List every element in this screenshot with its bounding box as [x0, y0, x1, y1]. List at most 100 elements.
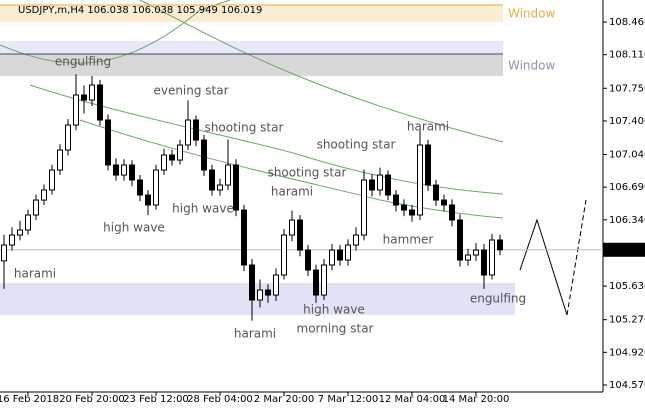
candle-body: [185, 119, 191, 146]
x-tick-label: 28 Feb 04:00: [187, 394, 253, 405]
pattern-label: high wave: [103, 221, 165, 235]
candle-body: [89, 84, 95, 101]
candle-body: [65, 124, 71, 151]
candle-body: [177, 144, 183, 161]
pattern-label: engulfing: [470, 292, 526, 306]
chart-header: USDJPY,m,H4 106.038 106.038 105.949 106.…: [18, 5, 262, 16]
y-tick-label: 106.340: [609, 215, 645, 226]
candle-body: [457, 219, 463, 261]
pattern-label: morning star: [297, 322, 374, 336]
ma-line: [29, 84, 504, 195]
pattern-label: high wave: [172, 202, 234, 216]
candle-body: [353, 234, 359, 246]
candle-body: [393, 194, 399, 206]
candle-body: [73, 94, 79, 126]
projection-line: [519, 218, 568, 316]
candle-body: [17, 229, 23, 236]
y-tick-label: 108.110: [609, 50, 645, 61]
ma-line: [139, 0, 504, 143]
y-tick-label: 107.040: [609, 150, 645, 161]
y-tick-label: 105.270: [609, 315, 645, 326]
candle-body: [345, 244, 351, 261]
current-price-box: [603, 242, 645, 257]
pattern-label: harami: [14, 267, 56, 281]
pattern-label: harami: [407, 120, 449, 134]
candle-body: [337, 249, 343, 261]
candle-body: [289, 219, 295, 236]
candle-body: [81, 94, 87, 101]
candle-body: [137, 179, 143, 196]
candle-body: [153, 169, 159, 206]
candle-body: [49, 169, 55, 191]
pattern-label: harami: [271, 185, 313, 199]
candle-body: [233, 164, 239, 211]
projection-dashed: [566, 199, 587, 316]
candle-body: [377, 174, 383, 191]
candle-body: [361, 179, 367, 236]
candle-body: [25, 214, 31, 231]
candle-body: [201, 139, 207, 171]
candle-body: [225, 164, 231, 186]
x-tick-label: 16 Feb 2018: [0, 394, 59, 405]
y-tick-label: 107.400: [609, 116, 645, 127]
candle-body: [257, 289, 263, 301]
x-tick-label: 20 Feb 20:00: [59, 394, 125, 405]
x-tick-label: 14 Mar 20:00: [443, 394, 510, 405]
pattern-label: hammer: [383, 233, 434, 247]
candle-body: [241, 209, 247, 266]
zone-label: Window: [508, 7, 556, 21]
candle-body: [465, 254, 471, 261]
projection: [519, 199, 587, 316]
candle-body: [105, 119, 111, 166]
candle-body: [305, 249, 311, 271]
pattern-label: shooting star: [205, 121, 284, 135]
y-tick-label: 108.460: [609, 17, 645, 28]
candle-body: [409, 209, 415, 216]
zone: [0, 54, 503, 77]
pattern-label: evening star: [153, 84, 228, 98]
y-tick-label: 107.750: [609, 83, 645, 94]
y-tick-label: 104.570: [609, 380, 645, 391]
candle-body: [41, 189, 47, 201]
candle-body: [417, 144, 423, 216]
candle-body: [425, 144, 431, 186]
candle-body: [145, 194, 151, 206]
ma-line: [79, 119, 504, 219]
candle-body: [329, 249, 335, 266]
candle-body: [473, 249, 479, 256]
candle-body: [273, 274, 279, 296]
candle-body: [9, 234, 15, 246]
candle-body: [369, 179, 375, 191]
candle-body: [281, 234, 287, 276]
candle-body: [129, 164, 135, 181]
candle-body: [57, 149, 63, 171]
pattern-label: shooting star: [268, 166, 347, 180]
y-tick-label: 104.920: [609, 347, 645, 358]
pattern-label: high wave: [303, 303, 365, 317]
candle-body: [297, 219, 303, 251]
y-tick-label: 105.630: [609, 281, 645, 292]
x-tick-label: 7 Mar 12:00: [318, 394, 378, 405]
candle-body: [481, 249, 487, 276]
candle-body: [385, 174, 391, 196]
pattern-label: shooting star: [317, 138, 396, 152]
candle-body: [113, 164, 119, 176]
x-tick-label: 23 Feb 12:00: [123, 394, 189, 405]
candle-body: [33, 199, 39, 216]
pattern-label: harami: [234, 327, 276, 341]
candle-body: [217, 184, 223, 191]
candle-body: [497, 239, 503, 251]
zone-label: Window: [508, 59, 556, 73]
y-tick-label: 106.690: [609, 182, 645, 193]
current-price-label: 106.019: [608, 245, 645, 256]
candle-body: [449, 204, 455, 221]
candle-body: [433, 184, 439, 201]
candle-body: [401, 204, 407, 211]
x-tick-label: 2 Mar 20:00: [254, 394, 314, 405]
x-tick-label: 12 Mar 04:00: [379, 394, 446, 405]
candle-body: [265, 289, 271, 296]
candle-body: [489, 239, 495, 276]
candle-body: [193, 119, 199, 141]
zone-shade: [0, 41, 503, 54]
